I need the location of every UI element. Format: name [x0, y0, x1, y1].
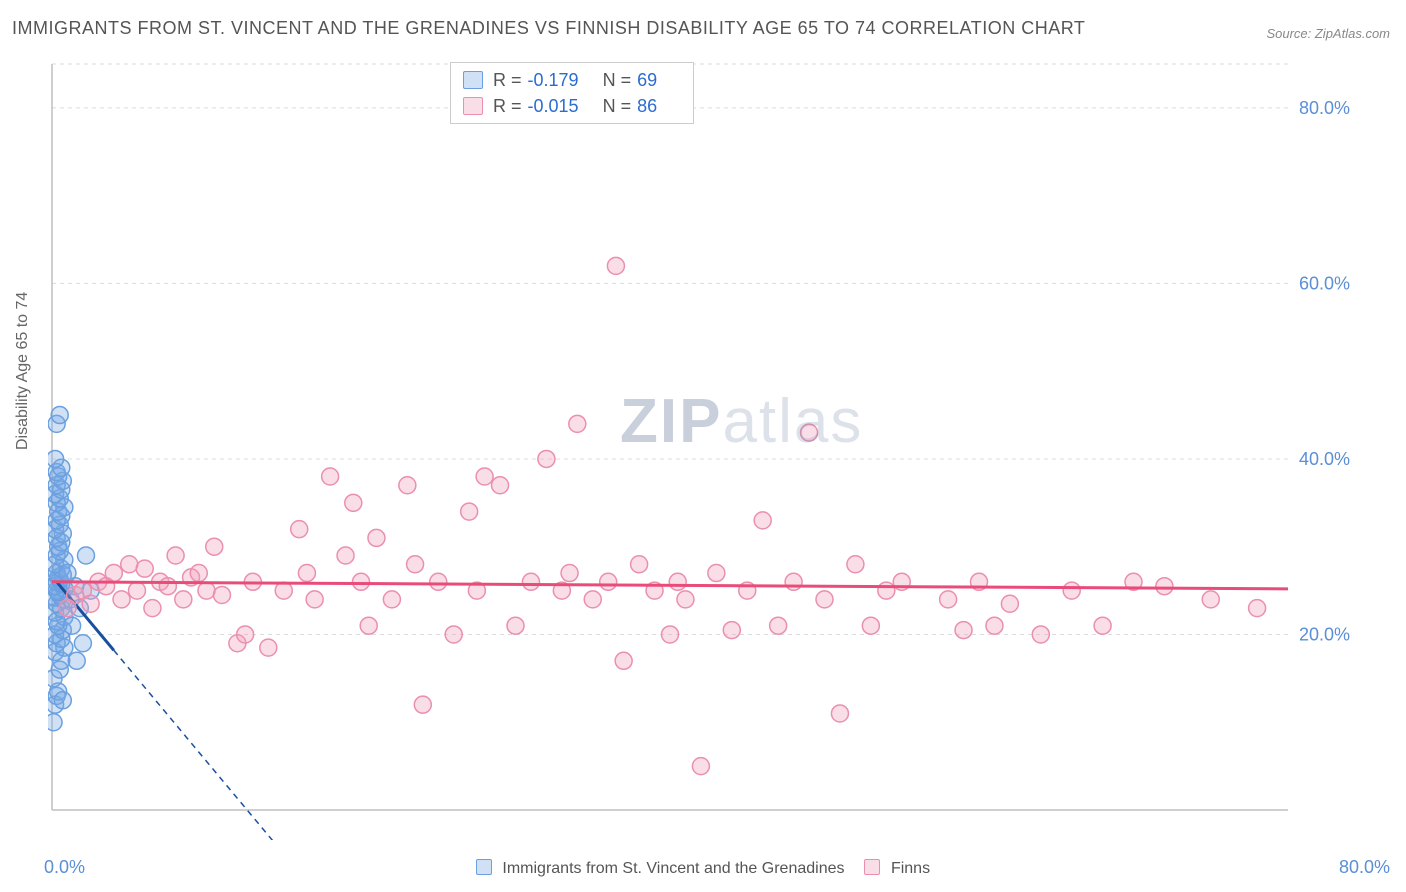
- r-value-2: -0.015: [528, 96, 579, 117]
- legend-label-1: Immigrants from St. Vincent and the Gren…: [502, 860, 844, 877]
- statbox-row: R = -0.179 N = 69: [451, 67, 693, 93]
- statbox-row: R = -0.015 N = 86: [451, 93, 693, 119]
- n-label: N =: [603, 70, 632, 91]
- r-label: R =: [493, 70, 522, 91]
- chart-title: IMMIGRANTS FROM ST. VINCENT AND THE GREN…: [12, 18, 1085, 39]
- n-value-1: 69: [637, 70, 657, 91]
- legend-item-1: Immigrants from St. Vincent and the Gren…: [476, 859, 845, 878]
- n-label: N =: [603, 96, 632, 117]
- source-attribution: Source: ZipAtlas.com: [1266, 26, 1390, 41]
- legend-swatch-1: [476, 859, 492, 875]
- svg-text:80.0%: 80.0%: [1299, 98, 1350, 118]
- correlation-statbox: R = -0.179 N = 69 R = -0.015 N = 86: [450, 62, 694, 124]
- bottom-legend: Immigrants from St. Vincent and the Gren…: [0, 859, 1406, 878]
- scatter-plot: 20.0% 40.0% 60.0% 80.0%: [48, 60, 1358, 840]
- swatch-series2: [463, 97, 483, 115]
- r-value-1: -0.179: [528, 70, 579, 91]
- chart-container: IMMIGRANTS FROM ST. VINCENT AND THE GREN…: [0, 0, 1406, 892]
- legend-swatch-2: [864, 859, 880, 875]
- svg-text:40.0%: 40.0%: [1299, 449, 1350, 469]
- swatch-series1: [463, 71, 483, 89]
- x-tick-max: 80.0%: [1339, 857, 1390, 878]
- legend-item-2: Finns: [864, 859, 930, 878]
- legend-label-2: Finns: [891, 860, 930, 877]
- n-value-2: 86: [637, 96, 657, 117]
- r-label: R =: [493, 96, 522, 117]
- y-axis-label: Disability Age 65 to 74: [14, 292, 32, 450]
- svg-text:20.0%: 20.0%: [1299, 624, 1350, 644]
- svg-text:60.0%: 60.0%: [1299, 273, 1350, 293]
